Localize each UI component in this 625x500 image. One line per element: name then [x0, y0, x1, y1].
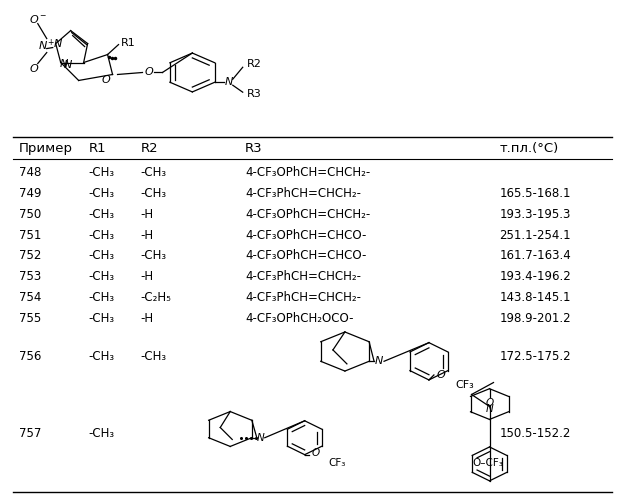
Text: -CH₃: -CH₃ — [89, 270, 115, 283]
Text: N: N — [54, 38, 62, 48]
Text: O: O — [29, 64, 38, 74]
Text: -CH₃: -CH₃ — [89, 350, 115, 363]
Text: 4-CF₃PhCH=CHCH₂-: 4-CF₃PhCH=CHCH₂- — [245, 270, 361, 283]
Text: O: O — [486, 398, 494, 407]
Text: -H: -H — [141, 228, 154, 241]
Text: -CH₃: -CH₃ — [141, 166, 167, 178]
Text: 193.3-195.3: 193.3-195.3 — [499, 208, 571, 220]
Text: -CH₃: -CH₃ — [141, 186, 167, 200]
Text: R2: R2 — [247, 60, 262, 70]
Text: N: N — [257, 432, 264, 442]
Text: т.пл.(°С): т.пл.(°С) — [499, 142, 559, 155]
Text: 198.9-201.2: 198.9-201.2 — [499, 312, 571, 326]
Text: -CH₃: -CH₃ — [89, 166, 115, 178]
Text: 4-CF₃OPhCH₂OCO-: 4-CF₃OPhCH₂OCO- — [245, 312, 354, 326]
Text: 4-CF₃OPhCH=CHCH₂-: 4-CF₃OPhCH=CHCH₂- — [245, 166, 371, 178]
Text: 193.4-196.2: 193.4-196.2 — [499, 270, 571, 283]
Text: R1: R1 — [89, 142, 106, 155]
Text: O–CF₃: O–CF₃ — [472, 458, 503, 468]
Text: R2: R2 — [141, 142, 158, 155]
Text: 165.5-168.1: 165.5-168.1 — [499, 186, 571, 200]
Text: O$^-$: O$^-$ — [29, 12, 47, 24]
Text: 756: 756 — [19, 350, 41, 363]
Text: 750: 750 — [19, 208, 41, 220]
Text: R3: R3 — [245, 142, 263, 155]
Text: 150.5-152.2: 150.5-152.2 — [499, 428, 571, 440]
Text: 161.7-163.4: 161.7-163.4 — [499, 250, 571, 262]
Text: O: O — [101, 76, 110, 86]
Text: R3: R3 — [247, 89, 261, 99]
Text: -CH₃: -CH₃ — [89, 428, 115, 440]
Text: -CH₃: -CH₃ — [89, 312, 115, 326]
Text: CF₃: CF₃ — [329, 458, 346, 468]
Text: 4-CF₃PhCH=CHCH₂-: 4-CF₃PhCH=CHCH₂- — [245, 186, 361, 200]
Text: -H: -H — [141, 208, 154, 220]
Text: O: O — [144, 68, 153, 78]
Text: O: O — [437, 370, 446, 380]
Text: -C₂H₅: -C₂H₅ — [141, 292, 171, 304]
Text: 4-CF₃OPhCH=CHCO-: 4-CF₃OPhCH=CHCO- — [245, 250, 367, 262]
Text: 172.5-175.2: 172.5-175.2 — [499, 350, 571, 363]
Text: 752: 752 — [19, 250, 41, 262]
Text: Пример: Пример — [19, 142, 73, 155]
Text: -H: -H — [141, 312, 154, 326]
Text: -CH₃: -CH₃ — [89, 250, 115, 262]
Text: -CH₃: -CH₃ — [141, 250, 167, 262]
Text: -H: -H — [141, 270, 154, 283]
Text: 748: 748 — [19, 166, 41, 178]
Text: -CH₃: -CH₃ — [89, 228, 115, 241]
Text: 749: 749 — [19, 186, 41, 200]
Text: N: N — [64, 60, 72, 70]
Text: 755: 755 — [19, 312, 41, 326]
Text: 754: 754 — [19, 292, 41, 304]
Text: 753: 753 — [19, 270, 41, 283]
Text: R1: R1 — [121, 38, 135, 48]
Text: N: N — [59, 58, 68, 68]
Text: 4-CF₃OPhCH=CHCO-: 4-CF₃OPhCH=CHCO- — [245, 228, 367, 241]
Text: 757: 757 — [19, 428, 41, 440]
Text: 143.8-145.1: 143.8-145.1 — [499, 292, 571, 304]
Text: O: O — [312, 448, 320, 458]
Text: N: N — [375, 356, 383, 366]
Text: N: N — [486, 404, 493, 414]
Text: -CH₃: -CH₃ — [89, 186, 115, 200]
Text: N: N — [224, 77, 233, 87]
Text: N$^+$: N$^+$ — [38, 38, 56, 53]
Text: 751: 751 — [19, 228, 41, 241]
Text: -CH₃: -CH₃ — [89, 208, 115, 220]
Text: -CH₃: -CH₃ — [141, 350, 167, 363]
Text: -CH₃: -CH₃ — [89, 292, 115, 304]
Text: CF₃: CF₃ — [456, 380, 474, 390]
Text: 251.1-254.1: 251.1-254.1 — [499, 228, 571, 241]
Text: 4-CF₃OPhCH=CHCH₂-: 4-CF₃OPhCH=CHCH₂- — [245, 208, 371, 220]
Text: 4-CF₃PhCH=CHCH₂-: 4-CF₃PhCH=CHCH₂- — [245, 292, 361, 304]
